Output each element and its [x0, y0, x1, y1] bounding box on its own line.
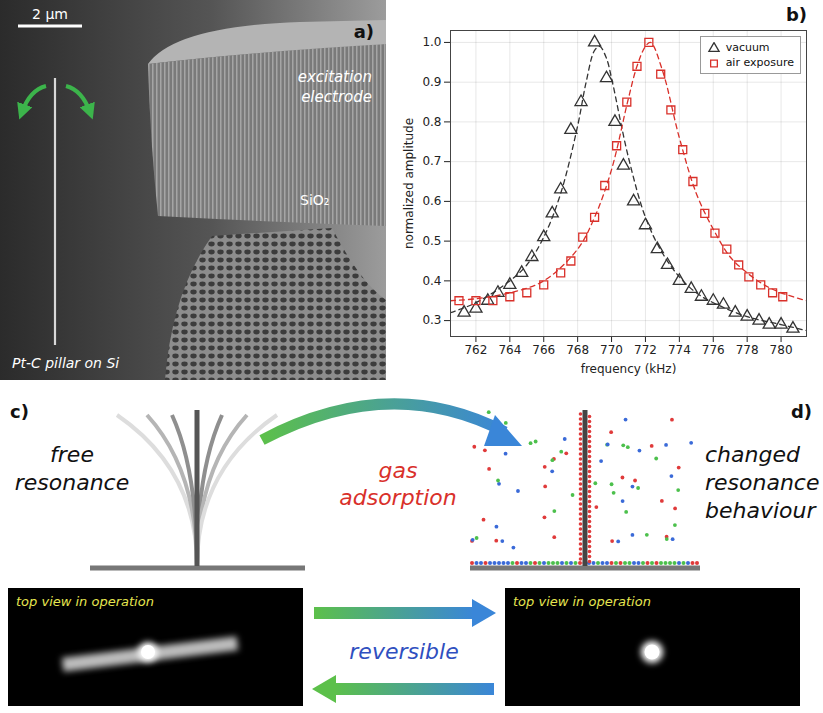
svg-text:0.8: 0.8 — [422, 115, 441, 129]
svg-text:resonance: resonance — [705, 470, 820, 495]
svg-text:774: 774 — [668, 343, 691, 357]
svg-text:top view in operation: top view in operation — [16, 594, 154, 609]
svg-text:gas: gas — [379, 458, 418, 483]
svg-text:770: 770 — [600, 343, 623, 357]
svg-text:0.9: 0.9 — [422, 75, 441, 89]
html-text:air exposure: air exposure — [725, 56, 794, 69]
svg-text:free: free — [50, 442, 94, 467]
svg-text:0.4: 0.4 — [422, 274, 441, 288]
svg-text:778: 778 — [736, 343, 759, 357]
svg-text:762: 762 — [464, 343, 487, 357]
svg-text:reversible: reversible — [349, 639, 458, 664]
svg-text:changed: changed — [705, 442, 801, 467]
svg-text:resonance: resonance — [15, 470, 130, 495]
svg-text:excitation: excitation — [298, 68, 372, 86]
svg-text:SiO₂: SiO₂ — [300, 192, 329, 208]
svg-text:764: 764 — [498, 343, 521, 357]
svg-text:a): a) — [354, 21, 374, 42]
html-text:vacuum: vacuum — [725, 41, 770, 54]
svg-text:772: 772 — [634, 343, 657, 357]
svg-text:d): d) — [791, 401, 812, 422]
svg-text:768: 768 — [566, 343, 589, 357]
svg-text:776: 776 — [702, 343, 725, 357]
svg-text:0.7: 0.7 — [422, 154, 441, 168]
html-text:b): b) — [785, 4, 807, 25]
svg-text:Pt-C pillar on Si: Pt-C pillar on Si — [12, 355, 119, 371]
svg-text:780: 780 — [770, 343, 793, 357]
svg-text:adsorption: adsorption — [339, 485, 457, 510]
svg-text:2 µm: 2 µm — [32, 6, 68, 22]
svg-text:electrode: electrode — [301, 88, 372, 106]
svg-text:766: 766 — [532, 343, 555, 357]
svg-text:c): c) — [10, 401, 29, 422]
svg-text:behaviour: behaviour — [705, 498, 817, 523]
svg-text:top view in operation: top view in operation — [513, 594, 651, 609]
svg-text:normalized amplitude: normalized amplitude — [402, 118, 416, 249]
svg-text:1.0: 1.0 — [422, 35, 441, 49]
svg-text:frequency (kHz): frequency (kHz) — [581, 362, 677, 376]
svg-text:0.5: 0.5 — [422, 234, 441, 248]
svg-text:0.3: 0.3 — [422, 313, 441, 327]
svg-text:0.6: 0.6 — [422, 194, 441, 208]
